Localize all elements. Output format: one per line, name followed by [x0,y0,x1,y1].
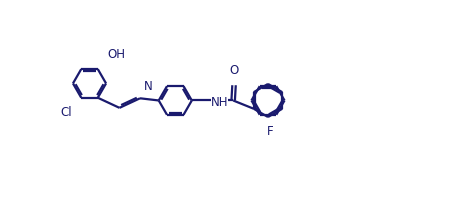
Text: N: N [144,80,152,93]
Text: O: O [230,63,239,76]
Text: NH: NH [211,96,228,109]
Text: Cl: Cl [60,105,72,119]
Text: F: F [267,125,274,138]
Text: OH: OH [107,48,125,61]
